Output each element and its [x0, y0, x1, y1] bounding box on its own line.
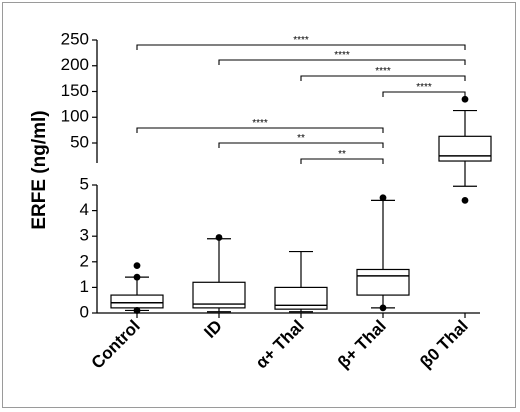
outlier-point	[133, 273, 141, 281]
y-tick-label: 250	[61, 29, 89, 48]
y-tick-label: 4	[80, 200, 89, 219]
bracket-line	[382, 91, 466, 97]
outlier-point	[215, 234, 223, 241]
x-tick-label: β0 Thal	[416, 316, 472, 372]
significance-bars: ************************	[136, 35, 466, 164]
y-tick-label: 2	[80, 251, 89, 270]
y-tick-label: 3	[80, 226, 89, 245]
box-3	[356, 194, 410, 312]
outlier-point	[379, 194, 387, 202]
y-tick-label: 100	[61, 107, 89, 126]
significance-label: ****	[416, 82, 432, 93]
y-tick-label: 0	[80, 302, 89, 321]
bracket-line	[136, 127, 384, 133]
outlier-point	[379, 304, 387, 312]
iqr-box	[356, 268, 410, 296]
chart-frame	[2, 2, 516, 408]
iqr-box	[274, 286, 328, 310]
x-tick-label: Control	[88, 316, 144, 372]
box-1	[192, 234, 246, 313]
box-2	[274, 250, 328, 313]
outlier-point	[461, 196, 469, 204]
box-0	[110, 262, 164, 314]
significance-label: ****	[293, 35, 309, 46]
y-axis-label: ERFE (ng/ml)	[29, 110, 50, 229]
bracket-line	[218, 59, 466, 65]
box-4	[438, 95, 492, 204]
axes: 0 1 2 3 4 5 50 100 150 200 250	[61, 29, 480, 321]
significance-label: ****	[375, 66, 391, 77]
y-tick-label: 150	[61, 81, 89, 100]
x-tick-label: β+ Thal	[334, 316, 390, 372]
y-tick-label: 200	[61, 55, 89, 74]
significance-label: **	[338, 149, 346, 160]
iqr-box	[438, 135, 492, 162]
y-tick-label: 50	[70, 132, 89, 151]
y-tick-label: 5	[80, 174, 89, 193]
bracket-line	[218, 142, 384, 148]
outlier-point	[133, 262, 141, 270]
comparison-bracket: ****	[382, 82, 466, 97]
significance-label: ****	[334, 50, 350, 61]
comparison-bracket: ****	[218, 50, 466, 65]
bracket-line	[300, 75, 466, 81]
comparison-bracket: **	[218, 133, 384, 148]
x-tick-labels: Control ID α+ Thal β+ Thal β0 Thal	[88, 316, 472, 372]
boxes	[110, 95, 492, 314]
comparison-bracket: ****	[136, 35, 466, 50]
y-tick-label: 1	[80, 277, 89, 296]
significance-label: **	[297, 133, 305, 144]
iqr-box	[110, 294, 164, 309]
significance-label: ****	[252, 118, 268, 129]
x-tick-label: ID	[200, 316, 225, 341]
comparison-bracket: ****	[136, 118, 384, 133]
bracket-line	[136, 44, 466, 50]
outlier-point	[461, 95, 469, 103]
bracket-line	[300, 158, 384, 164]
x-tick-label: α+ Thal	[252, 316, 308, 372]
comparison-bracket: ****	[300, 66, 466, 81]
outlier-point	[133, 307, 141, 314]
comparison-bracket: **	[300, 149, 384, 164]
